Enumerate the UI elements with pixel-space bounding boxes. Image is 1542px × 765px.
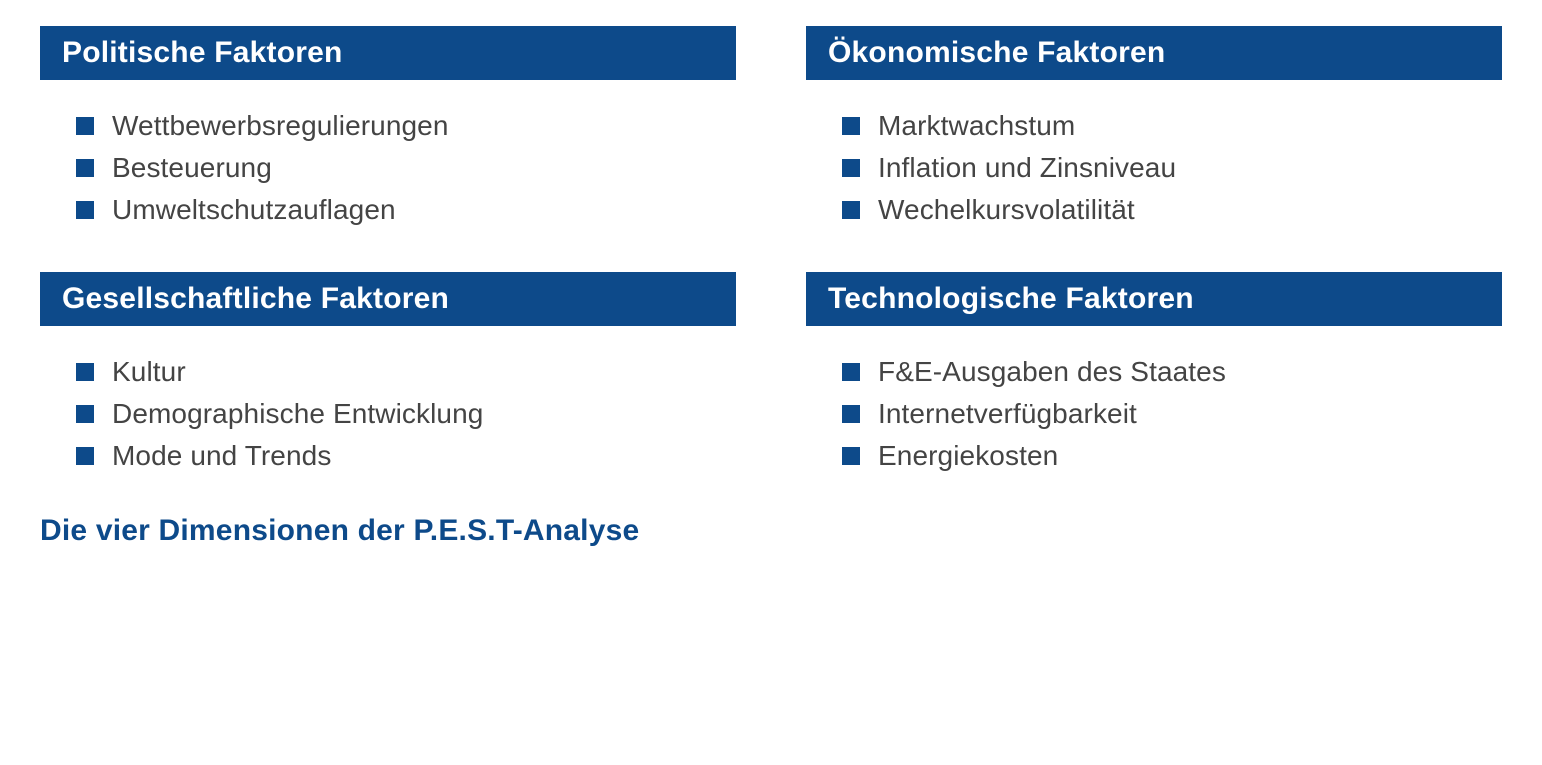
- list-item: Umweltschutzauflagen: [76, 194, 736, 226]
- square-bullet-icon: [76, 201, 94, 219]
- panel-items: Kultur Demographische Entwicklung Mode u…: [40, 326, 736, 472]
- list-item: Demographische Entwicklung: [76, 398, 736, 430]
- square-bullet-icon: [76, 363, 94, 381]
- square-bullet-icon: [842, 117, 860, 135]
- list-item: Kultur: [76, 356, 736, 388]
- square-bullet-icon: [76, 159, 94, 177]
- square-bullet-icon: [842, 447, 860, 465]
- list-item: F&E-Ausgaben des Staates: [842, 356, 1502, 388]
- item-text: Mode und Trends: [112, 440, 331, 472]
- item-text: Internetverfügbarkeit: [878, 398, 1137, 430]
- panel-politische: Politische Faktoren Wettbewerbsregulieru…: [40, 26, 736, 226]
- panel-oekonomische: Ökonomische Faktoren Marktwachstum Infla…: [806, 26, 1502, 226]
- list-item: Inflation und Zinsniveau: [842, 152, 1502, 184]
- panel-items: Marktwachstum Inflation und Zinsniveau W…: [806, 80, 1502, 226]
- square-bullet-icon: [76, 447, 94, 465]
- panel-gesellschaftliche: Gesellschaftliche Faktoren Kultur Demogr…: [40, 272, 736, 472]
- list-item: Wettbewerbsregulierungen: [76, 110, 736, 142]
- list-item: Marktwachstum: [842, 110, 1502, 142]
- panel-items: F&E-Ausgaben des Staates Internetverfügb…: [806, 326, 1502, 472]
- square-bullet-icon: [76, 117, 94, 135]
- square-bullet-icon: [842, 159, 860, 177]
- panel-items: Wettbewerbsregulierungen Besteuerung Umw…: [40, 80, 736, 226]
- list-item: Internetverfügbarkeit: [842, 398, 1502, 430]
- item-text: Demographische Entwicklung: [112, 398, 483, 430]
- item-text: Marktwachstum: [878, 110, 1075, 142]
- square-bullet-icon: [842, 405, 860, 423]
- panel-header: Politische Faktoren: [40, 26, 736, 80]
- item-text: F&E-Ausgaben des Staates: [878, 356, 1226, 388]
- list-item: Mode und Trends: [76, 440, 736, 472]
- square-bullet-icon: [842, 201, 860, 219]
- item-text: Inflation und Zinsniveau: [878, 152, 1176, 184]
- square-bullet-icon: [76, 405, 94, 423]
- item-text: Umweltschutzauflagen: [112, 194, 396, 226]
- panel-header: Gesellschaftliche Faktoren: [40, 272, 736, 326]
- panel-header: Ökonomische Faktoren: [806, 26, 1502, 80]
- item-text: Energiekosten: [878, 440, 1058, 472]
- list-item: Besteuerung: [76, 152, 736, 184]
- panel-technologische: Technologische Faktoren F&E-Ausgaben des…: [806, 272, 1502, 472]
- list-item: Energiekosten: [842, 440, 1502, 472]
- item-text: Besteuerung: [112, 152, 272, 184]
- item-text: Wettbewerbsregulierungen: [112, 110, 449, 142]
- caption: Die vier Dimensionen der P.E.S.T-Analyse: [40, 514, 1502, 548]
- item-text: Wechelkursvolatilität: [878, 194, 1135, 226]
- panel-header: Technologische Faktoren: [806, 272, 1502, 326]
- item-text: Kultur: [112, 356, 186, 388]
- pest-grid: Politische Faktoren Wettbewerbsregulieru…: [40, 26, 1502, 472]
- list-item: Wechelkursvolatilität: [842, 194, 1502, 226]
- square-bullet-icon: [842, 363, 860, 381]
